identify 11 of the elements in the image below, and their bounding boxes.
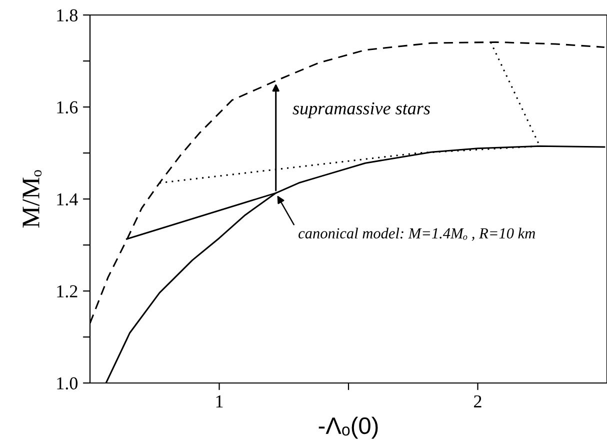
x-axis-title: -Λₒ(0) <box>318 416 378 439</box>
y-tick-label: 1.2 <box>57 285 78 298</box>
x-tick-label: 1 <box>216 395 223 408</box>
x-tick-label: 2 <box>474 395 482 408</box>
annotation: canonical model: M=1.4Mₒ , R=10 km <box>298 228 535 241</box>
y-axis-title: M/Mₒ <box>22 170 42 228</box>
y-tick-label: 1.0 <box>57 377 78 390</box>
y-tick-label: 1.6 <box>57 101 78 114</box>
y-tick-label: 1.8 <box>57 9 78 22</box>
y-tick-label: 1.4 <box>57 193 78 206</box>
annotation: supramassive stars <box>292 102 430 118</box>
